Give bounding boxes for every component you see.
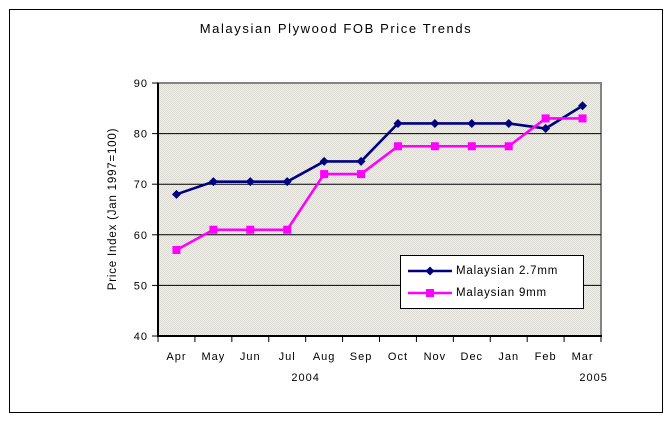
x-tick-label: May bbox=[201, 351, 225, 363]
x-tick-label: Mar bbox=[572, 351, 594, 363]
x-tick-label: Nov bbox=[424, 351, 447, 363]
x-tick-label: Jul bbox=[279, 351, 296, 363]
chart-title: Malaysian Plywood FOB Price Trends bbox=[199, 21, 473, 36]
x-tick-label: Feb bbox=[535, 351, 557, 363]
y-tick-label: 60 bbox=[134, 230, 148, 242]
legend-label: Malaysian 2.7mm bbox=[456, 265, 559, 278]
legend: Malaysian 2.7mm Malaysian 9mm bbox=[400, 255, 584, 309]
y-tick-label: 90 bbox=[134, 78, 148, 90]
legend-label: Malaysian 9mm bbox=[456, 286, 547, 299]
x-year-label: 2005 bbox=[579, 372, 607, 384]
y-tick-label: 50 bbox=[134, 280, 148, 292]
legend-item-malaysian-2-7mm: Malaysian 2.7mm bbox=[407, 263, 583, 279]
y-tick-label: 70 bbox=[134, 179, 148, 191]
y-tick-label: 80 bbox=[134, 129, 148, 141]
legend-line-square-icon bbox=[408, 288, 452, 297]
legend-line-diamond-icon bbox=[408, 266, 452, 276]
x-tick-label: Jan bbox=[498, 351, 519, 363]
x-tick-label: Sep bbox=[350, 351, 373, 363]
legend-item-malaysian-9mm: Malaysian 9mm bbox=[407, 285, 583, 301]
x-tick-label: Jun bbox=[240, 351, 261, 363]
x-tick-label: Oct bbox=[388, 351, 408, 363]
y-tick-label: 40 bbox=[134, 331, 148, 343]
x-tick-label: Aug bbox=[313, 351, 336, 363]
plot-area: 40 50 60 70 80 90 Apr May Jun Jul Aug Sep Oct Nov Dec J… bbox=[134, 78, 607, 384]
x-tick-label: Dec bbox=[461, 351, 484, 363]
x-year-label: 2004 bbox=[291, 372, 319, 384]
x-tick-label: Apr bbox=[166, 351, 186, 363]
